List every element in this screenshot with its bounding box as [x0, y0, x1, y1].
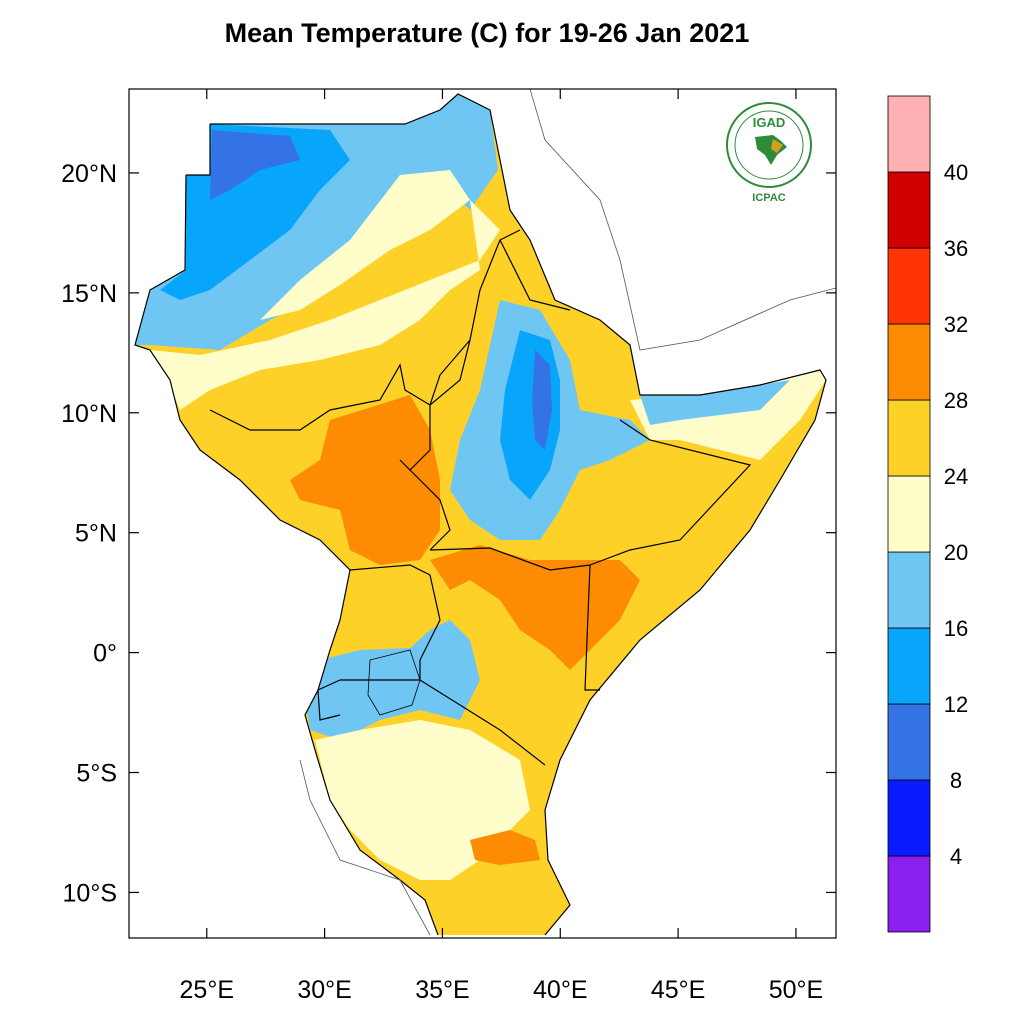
region-nile-mild: [260, 170, 470, 320]
y-axis: 20°N 15°N 10°N 5°N 0° 5°S 10°S: [61, 160, 836, 907]
colorbar-label: 32: [944, 312, 968, 337]
country-borders: [134, 93, 827, 936]
colorbar-label: 40: [944, 160, 968, 185]
arabia-border-1: [529, 89, 836, 351]
x-tick-label: 30°E: [297, 976, 351, 1004]
region-highlands-colder: [532, 350, 552, 450]
region-ocean-mask: [545, 380, 836, 935]
colorbar-bin: [887, 323, 931, 401]
x-tick-label: 50°E: [769, 976, 823, 1004]
region-gulf-cool: [640, 380, 790, 425]
border-rwanda-burundi: [317, 679, 341, 721]
y-tick-label: 10°S: [63, 879, 117, 907]
region-west-mask: [129, 89, 458, 935]
border-ethiopia-sudan: [399, 339, 471, 551]
region-southsudan-hot: [290, 395, 440, 565]
map-frame: [128, 88, 837, 939]
x-tick-label: 25°E: [180, 976, 234, 1004]
colorbar-bin: [887, 779, 931, 857]
x-tick-label: 40°E: [533, 976, 587, 1004]
colorbar-bin: [887, 247, 931, 325]
region-sudan-mild: [150, 200, 500, 410]
colorbar-bin: [887, 95, 931, 173]
gold-region-icon: [771, 139, 783, 153]
lake-victoria: [367, 649, 421, 716]
colorbar-label: 4: [950, 844, 962, 869]
logo-top-text: IGAD: [753, 115, 786, 130]
neighbor-borders: [299, 89, 836, 936]
y-tick-label: 0°: [93, 640, 117, 668]
border-kenya-tanzania: [419, 679, 546, 766]
border-ethiopia-somalia: [589, 419, 752, 566]
y-tick-label: 20°N: [61, 160, 117, 188]
border-sudan-south: [209, 229, 521, 431]
x-axis: 25°E 30°E 35°E 40°E 45°E 50°E: [180, 89, 823, 1004]
border-somalia-kenya: [584, 564, 600, 691]
colorbar-label: 24: [944, 464, 968, 489]
colorbar-bin: [887, 399, 931, 477]
colorbar-bin: [887, 703, 931, 781]
colorbar-bin: [887, 475, 931, 553]
region-sahara-colder: [210, 130, 300, 200]
temperature-field: [129, 89, 836, 935]
colorbar-bin: [887, 171, 931, 249]
africa-map-icon: [755, 135, 787, 165]
colorbar-label: 20: [944, 540, 968, 565]
colorbar-label: 36: [944, 236, 968, 261]
region-tanzania-hot: [470, 830, 540, 865]
y-tick-label: 15°N: [61, 280, 117, 308]
igad-logo: IGAD ICPAC: [726, 102, 812, 204]
colorbar-bin: [887, 551, 931, 629]
y-tick-label: 5°S: [76, 760, 117, 788]
border-outline: [210, 93, 827, 936]
border-west: [134, 124, 439, 936]
colorbar-label: 28: [944, 388, 968, 413]
colorbar-label: 12: [944, 692, 968, 717]
region-sahara-cold: [160, 124, 350, 300]
border-kenya-north: [429, 547, 591, 571]
colorbar-bin: [887, 627, 931, 705]
colorbar-bin: [887, 855, 931, 933]
colorbar-label: 8: [950, 768, 962, 793]
africa-west-coast: [299, 759, 431, 936]
y-tick-label: 10°N: [61, 400, 117, 428]
y-tick-label: 5°N: [75, 520, 117, 548]
x-tick-label: 45°E: [651, 976, 705, 1004]
colorbar: 4 8 12 16 20 24 28 32 36 40: [887, 95, 968, 933]
logo-bottom-text: ICPAC: [752, 192, 785, 204]
border-eritrea: [499, 239, 571, 311]
x-tick-label: 35°E: [415, 976, 469, 1004]
map-title: Mean Temperature (C) for 19-26 Jan 2021: [224, 18, 750, 48]
colorbar-label: 16: [944, 616, 968, 641]
